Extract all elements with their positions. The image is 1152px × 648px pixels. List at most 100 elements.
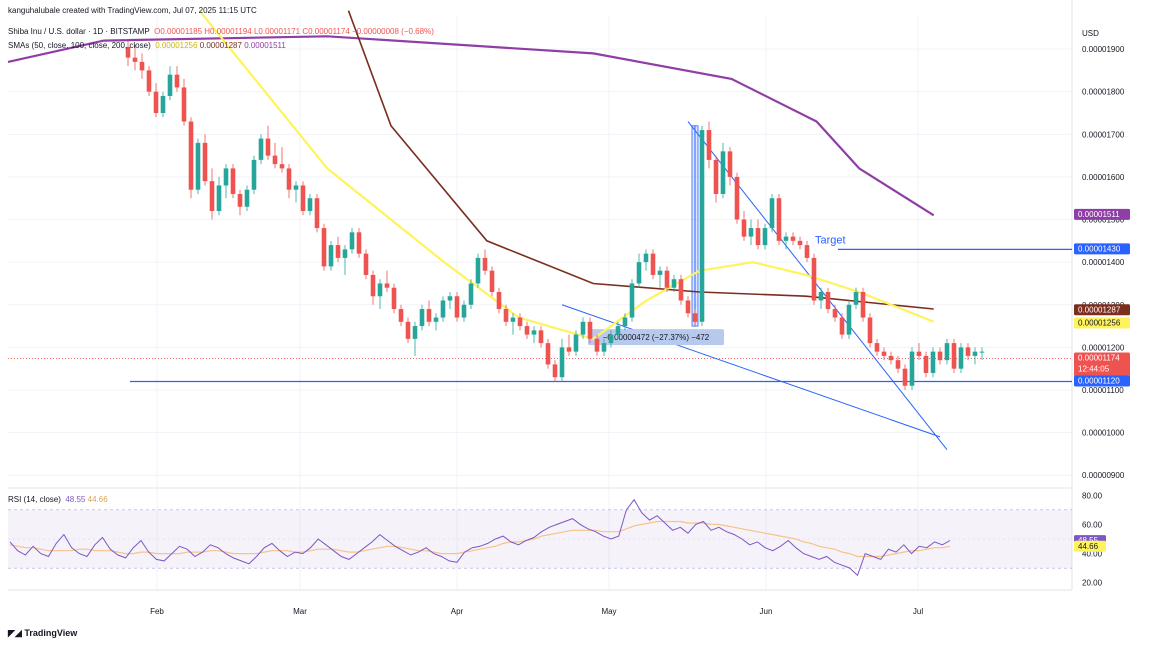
time-tick-label: Jul	[913, 607, 923, 616]
candle-body	[160, 95, 166, 114]
candle-body	[489, 270, 495, 292]
candle-body	[398, 309, 404, 322]
sma-legend[interactable]: SMAs (50, close, 100, close, 200, close)…	[8, 41, 286, 50]
ohlc-close: C0.00001174	[302, 27, 350, 36]
candle-body	[881, 351, 887, 356]
candle-body	[601, 343, 607, 352]
candle-body	[706, 130, 712, 160]
rsi-ma-line	[9, 520, 951, 558]
time-tick-label: Jun	[760, 607, 773, 616]
candle-body	[461, 304, 467, 318]
candle-body	[307, 198, 313, 212]
candle-body	[384, 283, 390, 288]
price-tag-label: 0.00001430	[1078, 244, 1121, 253]
tradingview-logo[interactable]: ◤◢ TradingView	[8, 628, 77, 639]
candle-body	[699, 130, 705, 322]
candle-body	[790, 236, 796, 241]
candle-body	[237, 193, 243, 207]
price-tag-bg	[1074, 352, 1130, 377]
price-tag-bg	[1074, 317, 1130, 329]
candle-body	[720, 151, 726, 194]
candle-body	[895, 360, 901, 369]
candle-body	[503, 309, 509, 322]
currency-label: USD	[1082, 29, 1099, 38]
price-tag-bg	[1074, 208, 1130, 220]
candle-body	[286, 168, 292, 190]
credit-text: kanguhalubale created with TradingView.c…	[8, 6, 257, 15]
candle-body	[391, 287, 397, 310]
candle-body	[965, 347, 971, 356]
rsi-tag-label: 48.55	[1078, 536, 1099, 545]
candle-body	[349, 232, 355, 250]
measure-label-bg	[588, 329, 724, 346]
candle-body	[916, 351, 922, 356]
candle-body	[559, 347, 565, 378]
candle-body	[769, 198, 775, 229]
credit-line: kanguhalubale created with TradingView.c…	[8, 6, 257, 15]
rsi-legend[interactable]: RSI (14, close) 48.55 44.66	[8, 495, 108, 504]
price-tick-label: 0.00001800	[1082, 88, 1125, 97]
candle-body	[650, 253, 656, 275]
candle-body	[762, 228, 768, 246]
candle-body	[356, 232, 362, 254]
time-tick-label: Feb	[150, 607, 164, 616]
price-tag-bg	[1074, 243, 1130, 255]
candle-body	[860, 291, 866, 318]
candle-body	[776, 198, 782, 241]
candle-body	[657, 270, 663, 275]
candle-body	[608, 334, 614, 344]
price-tag-label: 0.00001174	[1078, 353, 1120, 362]
rsi-tick-label: 40.00	[1082, 550, 1103, 559]
candle-body	[370, 274, 376, 297]
candle-body	[328, 245, 334, 267]
price-tick-label: 0.00001400	[1082, 258, 1125, 267]
candle-body	[132, 57, 138, 62]
candle-body	[363, 253, 369, 275]
candle-body	[174, 74, 180, 88]
measure-label: −0.00000472 (−27.37%) −472	[603, 333, 710, 342]
rsi-label: RSI (14, close)	[8, 495, 61, 504]
candle-body	[636, 262, 642, 284]
candle-body	[279, 164, 285, 169]
candle-body	[321, 228, 327, 267]
candle-body	[552, 364, 558, 378]
candle-body	[594, 338, 600, 352]
price-tick-label: 0.00001600	[1082, 173, 1125, 182]
candle-body	[342, 249, 348, 258]
candle-body	[825, 291, 831, 310]
sma50-value: 0.00001256	[155, 41, 198, 50]
candle-body	[419, 309, 425, 327]
candle-body	[265, 138, 271, 156]
wedge-upper-trendline	[687, 121, 948, 450]
rsi-tag-bg	[1074, 540, 1106, 552]
candle-body	[937, 351, 943, 361]
price-tag-bg	[1074, 375, 1130, 387]
rsi-line	[9, 498, 951, 577]
candle-body	[377, 283, 383, 297]
rsi-tick-label: 20.00	[1082, 579, 1103, 588]
candle-body	[538, 330, 544, 344]
rsi-ma-value: 44.66	[87, 495, 108, 504]
sma200-line	[7, 35, 935, 217]
sma100-value: 0.00001287	[199, 41, 242, 50]
candle-body	[216, 185, 222, 212]
candle-body	[300, 185, 306, 212]
candle-body	[566, 347, 572, 352]
ohlc-low: L0.00001171	[253, 27, 301, 36]
candle-body	[888, 355, 894, 361]
symbol-legend[interactable]: Shiba Inu / U.S. dollar · 1D · BITSTAMP …	[8, 27, 434, 36]
candle-body	[797, 240, 803, 246]
candle-body	[412, 326, 418, 339]
sma-label: SMAs (50, close, 100, close, 200, close)	[8, 41, 151, 50]
candle-body	[622, 317, 628, 327]
candle-body	[909, 351, 915, 386]
time-tick-label: Apr	[451, 607, 464, 616]
ohlc-change: −0.00000008 (−0.68%)	[352, 27, 434, 36]
candle-body	[335, 245, 341, 258]
symbol-name: Shiba Inu / U.S. dollar · 1D · BITSTAMP	[8, 27, 150, 36]
candle-body	[433, 317, 439, 322]
candle-body	[125, 46, 131, 58]
price-tick-label: 0.00001900	[1082, 45, 1125, 54]
